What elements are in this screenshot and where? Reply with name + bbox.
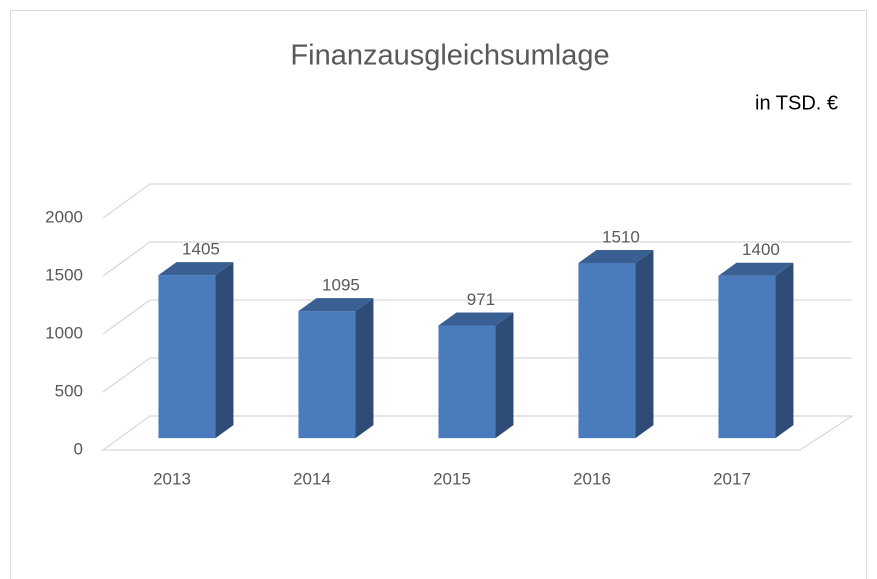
value-label: 1510 — [602, 227, 640, 246]
bar — [298, 298, 374, 439]
bar-side — [635, 249, 654, 439]
bar — [438, 312, 514, 439]
y-tick-label: 0 — [74, 439, 83, 458]
bar-top — [578, 249, 654, 263]
bar — [718, 262, 794, 439]
bar-top — [718, 262, 794, 276]
y-tick-label: 500 — [55, 381, 83, 400]
bar-top — [158, 262, 234, 276]
chart-title: Finanzausgleichsumlage — [290, 40, 609, 72]
x-tick-label: 2017 — [713, 469, 751, 488]
y-tick-label: 1500 — [45, 265, 83, 284]
bar-side — [215, 262, 234, 439]
x-tick-label: 2015 — [433, 469, 471, 488]
value-label: 1095 — [322, 276, 360, 295]
bar — [578, 249, 654, 439]
bar-front — [298, 311, 356, 439]
grid-line — [100, 415, 855, 451]
unit-label: in TSD. € — [755, 92, 838, 114]
x-tick-label: 2016 — [573, 469, 611, 488]
x-tick-label: 2014 — [293, 469, 331, 488]
grid-line — [102, 241, 852, 277]
y-tick-label: 1000 — [45, 323, 83, 342]
x-tick-label: 2013 — [153, 469, 191, 488]
value-label: 1405 — [182, 240, 220, 259]
grid-line — [102, 183, 852, 219]
bar-front — [158, 275, 216, 439]
bar-side — [775, 262, 794, 439]
bar-front — [578, 262, 636, 439]
value-label: 1400 — [742, 240, 780, 259]
y-tick-label: 2000 — [45, 207, 83, 226]
bar-side — [495, 312, 514, 439]
bar-top — [298, 298, 374, 312]
bar — [158, 262, 234, 439]
bar-top — [438, 312, 514, 326]
bar-side — [355, 298, 374, 439]
value-label: 971 — [467, 290, 495, 309]
bar-front — [438, 325, 496, 439]
bar-front — [718, 275, 776, 439]
